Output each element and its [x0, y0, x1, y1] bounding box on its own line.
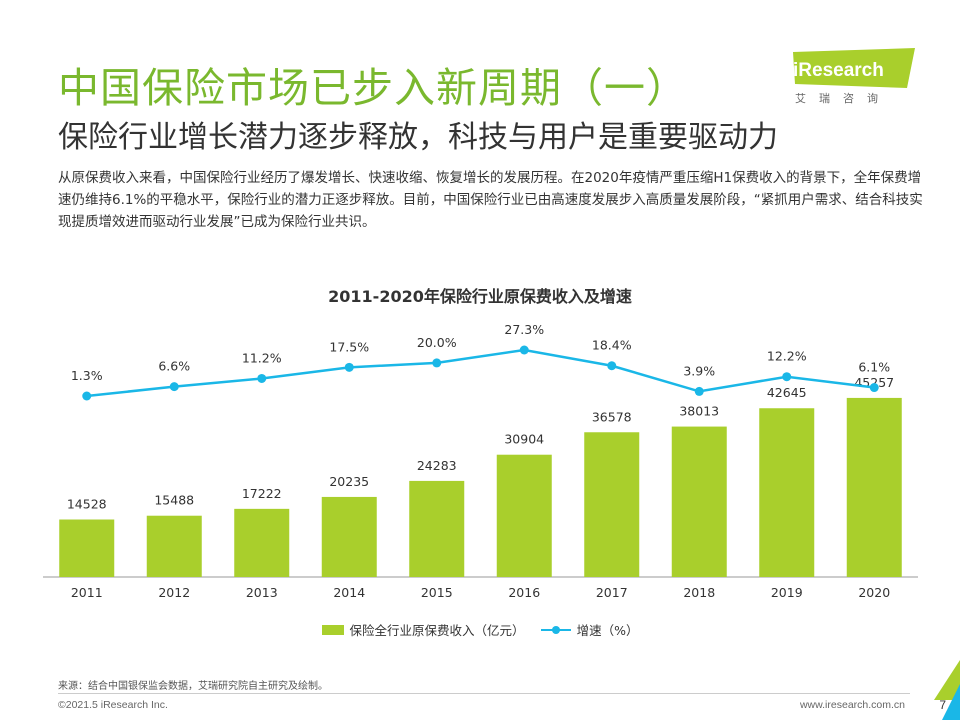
growth-point-2020: [869, 383, 879, 393]
growth-point-2012: [169, 382, 179, 392]
growth-label-2015: 20.0%: [417, 335, 457, 350]
growth-label-2011: 1.3%: [71, 368, 103, 383]
logo-subtext: 艾瑞咨询: [795, 92, 891, 105]
bar-label-2018: 38013: [679, 404, 719, 419]
bar-label-2013: 17222: [242, 486, 282, 501]
bar-label-2017: 36578: [592, 409, 632, 424]
legend-item-premium: 保险全行业原保费收入（亿元）: [321, 620, 525, 639]
bar-label-2015: 24283: [417, 458, 457, 473]
bar-2016: [496, 454, 552, 577]
page-subtitle: 保险行业增长潜力逐步释放，科技与用户是重要驱动力: [58, 120, 778, 155]
x-tick-label-2014: 2014: [333, 585, 365, 600]
growth-label-2014: 17.5%: [329, 339, 369, 354]
growth-point-2013: [257, 373, 267, 383]
bar-2019: [759, 408, 815, 577]
bar-label-2012: 15488: [154, 493, 194, 508]
growth-point-2011: [82, 391, 92, 401]
growth-label-2016: 27.3%: [504, 322, 544, 337]
growth-label-2019: 12.2%: [767, 349, 807, 364]
copyright-text: ©2021.5 iResearch Inc.: [58, 699, 168, 711]
bar-2020: [846, 397, 902, 577]
logo-brand-text: iResearch: [793, 60, 884, 81]
x-tick-label-2019: 2019: [771, 585, 803, 600]
growth-line: [86, 348, 875, 398]
iresearch-logo: iResearch 艾瑞咨询: [793, 48, 915, 110]
bar-2012: [146, 515, 202, 577]
bar-label-2011: 14528: [67, 497, 107, 512]
x-tick-label-2016: 2016: [508, 585, 540, 600]
growth-point-2017: [607, 361, 617, 371]
premium-chart: 14528 2011 15488 2012 17222 2013 20235 2014 2428…: [43, 322, 918, 600]
growth-label-2017: 18.4%: [592, 338, 632, 353]
x-tick-label-2015: 2015: [421, 585, 453, 600]
bar-2013: [234, 508, 290, 577]
bar-label-2014: 20235: [329, 474, 369, 489]
logo-badge-icon: [793, 48, 915, 88]
footer-divider: [58, 693, 910, 694]
growth-point-2015: [432, 358, 442, 368]
bar-label-2019: 42645: [767, 385, 807, 400]
intro-paragraph: 从原保费收入来看，中国保险行业经历了爆发增长、快速收缩、恢复增长的发展历程。在2…: [58, 170, 923, 230]
legend-bar-swatch: [321, 624, 344, 635]
x-tick-label-2013: 2013: [246, 585, 278, 600]
growth-label-2013: 11.2%: [242, 350, 282, 365]
legend-item-growth: 增速（%）: [540, 620, 639, 639]
x-tick-label-2017: 2017: [596, 585, 628, 600]
growth-label-2020: 6.1%: [858, 360, 890, 375]
chart-title: 2011-2020年保险行业原保费收入及增速: [328, 287, 632, 306]
website-link[interactable]: www.iresearch.com.cn: [799, 699, 905, 711]
x-tick-label-2012: 2012: [158, 585, 190, 600]
growth-point-2014: [344, 362, 354, 372]
legend-label-growth: 增速（%）: [576, 623, 639, 638]
growth-point-2016: [519, 345, 529, 355]
growth-point-2018: [694, 386, 704, 396]
growth-label-2012: 6.6%: [158, 359, 190, 374]
bar-2014: [321, 496, 377, 577]
source-note: 来源：结合中国银保监会数据，艾瑞研究院自主研究及绘制。: [58, 681, 328, 692]
x-tick-label-2011: 2011: [71, 585, 103, 600]
bar-2015: [409, 480, 465, 577]
x-tick-label-2020: 2020: [858, 585, 890, 600]
page-title: 中国保险市场已步入新周期（一）: [58, 64, 688, 112]
corner-decoration-icon: [934, 660, 960, 720]
growth-point-2019: [782, 372, 792, 382]
page-number: 7: [939, 698, 946, 712]
growth-label-2018: 3.9%: [683, 363, 715, 378]
bar-2018: [671, 426, 727, 577]
x-tick-label-2018: 2018: [683, 585, 715, 600]
bar-label-2016: 30904: [504, 432, 544, 447]
legend-label-premium: 保险全行业原保费收入（亿元）: [349, 623, 525, 638]
chart-legend: 保险全行业原保费收入（亿元） 增速（%）: [0, 620, 960, 639]
bar-2011: [59, 519, 115, 577]
legend-line-swatch: [540, 625, 571, 635]
bar-2017: [584, 432, 640, 577]
